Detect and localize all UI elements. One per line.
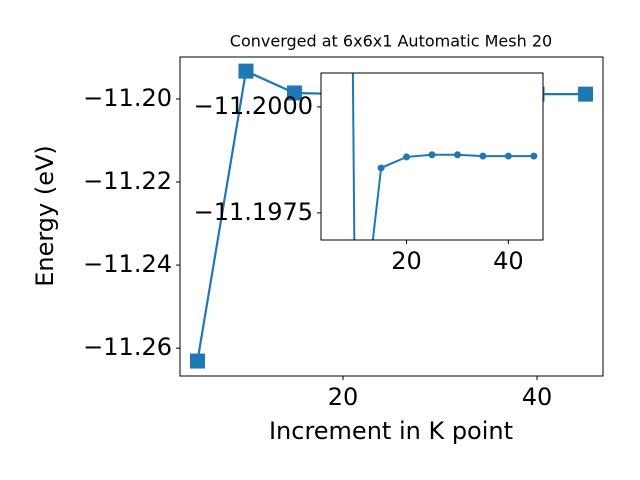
x-tick-label: 40	[522, 383, 553, 411]
y-tick-label: −11.20	[83, 84, 172, 112]
data-point	[504, 152, 512, 160]
data-point	[453, 151, 461, 159]
axes-frame	[179, 56, 604, 377]
chart-title: Converged at 6x6x1 Automatic Mesh 20	[230, 32, 552, 51]
data-point	[428, 151, 436, 159]
data-point	[377, 164, 385, 172]
plot-area	[351, 73, 538, 240]
y-tick-label: −11.1975	[194, 198, 313, 226]
x-axis-label: Increment in K point	[269, 417, 513, 445]
data-point	[479, 152, 487, 160]
data-point	[238, 63, 254, 79]
data-point	[403, 153, 411, 161]
data-point	[189, 353, 205, 369]
y-axis-label: Energy (eV)	[31, 145, 59, 287]
y-tick-label: −11.26	[83, 333, 172, 361]
x-tick-label: 40	[493, 247, 524, 275]
y-tick-label: −11.24	[83, 250, 172, 278]
x-tick-label: 20	[328, 383, 359, 411]
y-tick-label: −11.22	[83, 167, 172, 195]
y-tick-label: −11.2000	[194, 92, 313, 120]
data-point	[578, 86, 594, 102]
x-tick-label: 20	[391, 247, 422, 275]
data-point	[530, 152, 538, 160]
axes-frame	[320, 72, 544, 241]
data-point	[286, 85, 302, 101]
